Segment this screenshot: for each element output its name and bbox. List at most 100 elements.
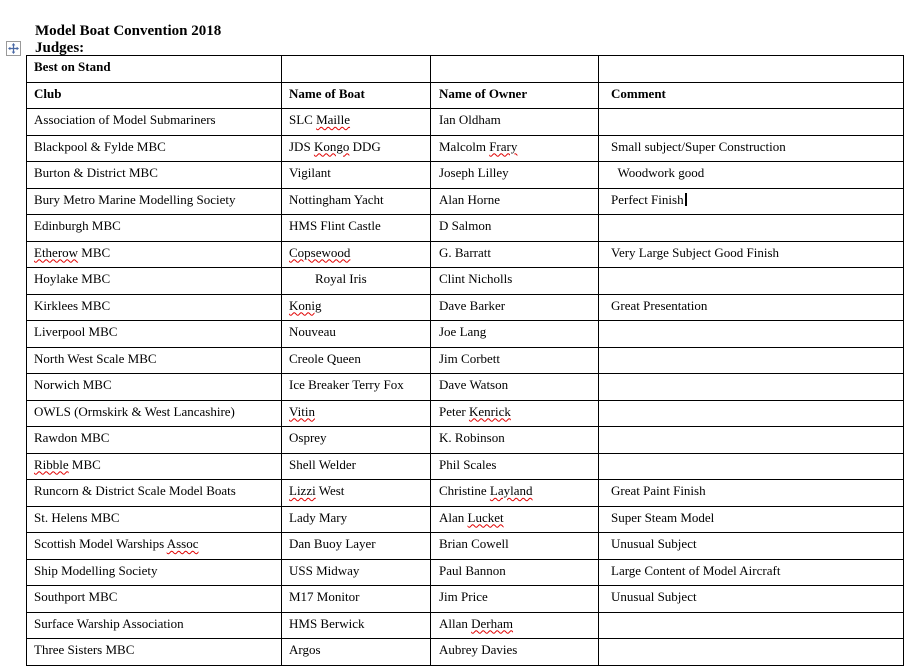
cell-club[interactable]: Scottish Model Warships Assoc	[26, 532, 282, 560]
cell-club[interactable]: Ship Modelling Society	[26, 558, 282, 586]
page-title[interactable]: Model Boat Convention 2018	[35, 23, 222, 39]
table-move-handle[interactable]	[6, 41, 21, 56]
cell-boat[interactable]: M17 Monitor	[281, 585, 431, 613]
cell-boat[interactable]: Osprey	[281, 426, 431, 454]
cell-comment[interactable]: Very Large Subject Good Finish	[598, 240, 904, 268]
cell-club[interactable]: OWLS (Ormskirk & West Lancashire)	[26, 399, 282, 427]
judges-label[interactable]: Judges:	[35, 40, 85, 56]
header-club[interactable]: Club	[26, 81, 282, 109]
cell-comment[interactable]	[598, 399, 904, 427]
cell-boat[interactable]: Copsewood	[281, 240, 431, 268]
cell-comment[interactable]	[598, 267, 904, 295]
cell-club[interactable]: Burton & District MBC	[26, 161, 282, 189]
empty-cell[interactable]	[598, 55, 904, 83]
empty-cell[interactable]	[430, 55, 599, 83]
cell-club[interactable]: Southport MBC	[26, 585, 282, 613]
cell-owner[interactable]: Phil Scales	[430, 452, 599, 480]
cell-comment[interactable]: Unusual Subject	[598, 585, 904, 613]
cell-owner[interactable]: Clint Nicholls	[430, 267, 599, 295]
cell-comment[interactable]	[598, 108, 904, 136]
cell-owner[interactable]: Paul Bannon	[430, 558, 599, 586]
cell-club[interactable]: Surface Warship Association	[26, 611, 282, 639]
cell-owner[interactable]: Alan Lucket	[430, 505, 599, 533]
cell-owner[interactable]: Christine Layland	[430, 479, 599, 507]
cell-club[interactable]: St. Helens MBC	[26, 505, 282, 533]
cell-owner[interactable]: D Salmon	[430, 214, 599, 242]
cell-club[interactable]: Rawdon MBC	[26, 426, 282, 454]
cell-boat[interactable]: Vigilant	[281, 161, 431, 189]
cell-comment[interactable]: Great Presentation	[598, 293, 904, 321]
cell-club[interactable]: Etherow MBC	[26, 240, 282, 268]
cell-club[interactable]: Norwich MBC	[26, 373, 282, 401]
cell-boat[interactable]: Argos	[281, 638, 431, 666]
cell-owner[interactable]: Peter Kenrick	[430, 399, 599, 427]
cell-owner[interactable]: Malcolm Frary	[430, 134, 599, 162]
cell-comment[interactable]	[598, 214, 904, 242]
cell-boat[interactable]: HMS Berwick	[281, 611, 431, 639]
move-cross-icon	[8, 43, 19, 54]
cell-owner[interactable]: Joe Lang	[430, 320, 599, 348]
cell-club[interactable]: Ribble MBC	[26, 452, 282, 480]
cell-comment[interactable]	[598, 452, 904, 480]
cell-boat[interactable]: Royal Iris	[281, 267, 431, 295]
cell-boat[interactable]: Lizzi West	[281, 479, 431, 507]
empty-cell[interactable]	[281, 55, 431, 83]
cell-comment[interactable]	[598, 638, 904, 666]
cell-boat[interactable]: Creole Queen	[281, 346, 431, 374]
cell-boat[interactable]: JDS Kongo DDG	[281, 134, 431, 162]
header-name-of-owner[interactable]: Name of Owner	[430, 81, 599, 109]
cell-club[interactable]: Association of Model Submariners	[26, 108, 282, 136]
cell-boat[interactable]: Ice Breaker Terry Fox	[281, 373, 431, 401]
cell-comment[interactable]	[598, 373, 904, 401]
cell-boat[interactable]: USS Midway	[281, 558, 431, 586]
cell-boat[interactable]: Vitin	[281, 399, 431, 427]
table-row: Rawdon MBC Osprey K. Robinson	[26, 426, 904, 454]
cell-owner[interactable]: Alan Horne	[430, 187, 599, 215]
table-row: Ribble MBC Shell Welder Phil Scales	[26, 452, 904, 480]
cell-owner[interactable]: K. Robinson	[430, 426, 599, 454]
cell-comment[interactable]	[598, 320, 904, 348]
cell-comment[interactable]: Super Steam Model	[598, 505, 904, 533]
cell-club[interactable]: Three Sisters MBC	[26, 638, 282, 666]
cell-boat[interactable]: Konig	[281, 293, 431, 321]
cell-club[interactable]: North West Scale MBC	[26, 346, 282, 374]
cell-comment[interactable]: Great Paint Finish	[598, 479, 904, 507]
cell-owner[interactable]: Jim Price	[430, 585, 599, 613]
cell-owner[interactable]: Dave Barker	[430, 293, 599, 321]
cell-boat[interactable]: Shell Welder	[281, 452, 431, 480]
cell-club[interactable]: Blackpool & Fylde MBC	[26, 134, 282, 162]
cell-comment[interactable]: Woodwork good	[598, 161, 904, 189]
header-comment[interactable]: Comment	[598, 81, 904, 109]
cell-club[interactable]: Edinburgh MBC	[26, 214, 282, 242]
cell-comment[interactable]: Small subject/Super Construction	[598, 134, 904, 162]
table-body: Best on Stand Club Name of Boat Name of …	[26, 55, 904, 666]
cell-boat[interactable]: Nouveau	[281, 320, 431, 348]
cell-club[interactable]: Hoylake MBC	[26, 267, 282, 295]
cell-boat[interactable]: Dan Buoy Layer	[281, 532, 431, 560]
cell-comment[interactable]	[598, 426, 904, 454]
cell-owner[interactable]: Jim Corbett	[430, 346, 599, 374]
cell-boat[interactable]: HMS Flint Castle	[281, 214, 431, 242]
cell-comment[interactable]	[598, 346, 904, 374]
cell-boat[interactable]: Lady Mary	[281, 505, 431, 533]
cell-club[interactable]: Runcorn & District Scale Model Boats	[26, 479, 282, 507]
cell-boat[interactable]: Nottingham Yacht	[281, 187, 431, 215]
cell-club[interactable]: Kirklees MBC	[26, 293, 282, 321]
cell-comment[interactable]: Perfect Finish	[598, 187, 904, 215]
header-name-of-boat[interactable]: Name of Boat	[281, 81, 431, 109]
cell-owner[interactable]: Allan Derham	[430, 611, 599, 639]
cell-owner[interactable]: Joseph Lilley	[430, 161, 599, 189]
cell-owner[interactable]: G. Barratt	[430, 240, 599, 268]
cell-owner[interactable]: Ian Oldham	[430, 108, 599, 136]
cell-comment[interactable]: Unusual Subject	[598, 532, 904, 560]
cell-club[interactable]: Liverpool MBC	[26, 320, 282, 348]
best-on-stand-cell[interactable]: Best on Stand	[26, 55, 282, 83]
cell-owner[interactable]: Dave Watson	[430, 373, 599, 401]
cell-owner[interactable]: Aubrey Davies	[430, 638, 599, 666]
cell-club[interactable]: Bury Metro Marine Modelling Society	[26, 187, 282, 215]
cell-comment[interactable]: Large Content of Model Aircraft	[598, 558, 904, 586]
table-row: Blackpool & Fylde MBC JDS Kongo DDG Malcol…	[26, 134, 904, 162]
cell-owner[interactable]: Brian Cowell	[430, 532, 599, 560]
cell-boat[interactable]: SLC Maille	[281, 108, 431, 136]
cell-comment[interactable]	[598, 611, 904, 639]
